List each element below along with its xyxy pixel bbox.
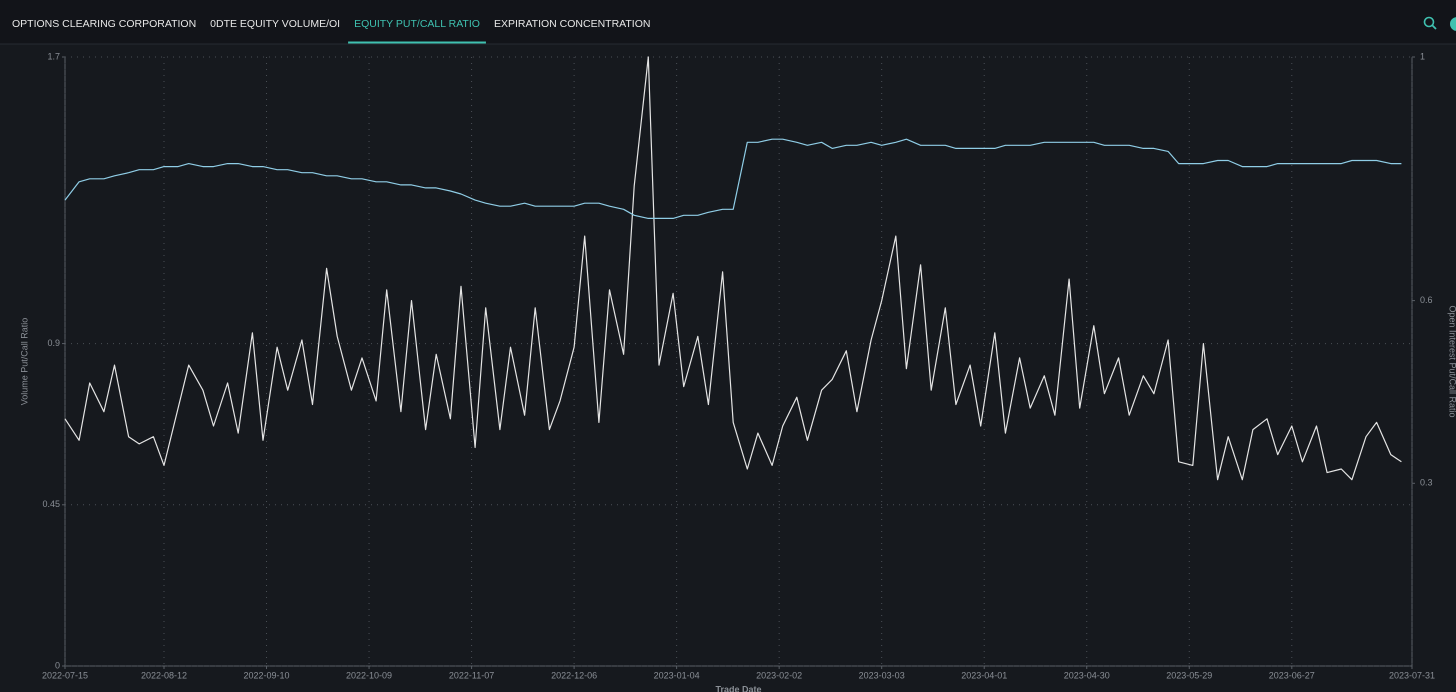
x-tick-label: 2023-03-03: [859, 670, 905, 680]
x-tick-label: 2023-07-31: [1389, 670, 1435, 680]
x-tick-label: 2022-08-12: [141, 670, 187, 680]
x-tick-label: 2022-12-06: [551, 670, 597, 680]
y-tick-label: 0.9: [47, 338, 60, 348]
nav-tab[interactable]: 0DTE EQUITY VOLUME/OI: [210, 18, 340, 30]
nav-tab[interactable]: OPTIONS CLEARING CORPORATION: [12, 18, 196, 30]
y2-tick-label: 1: [1420, 51, 1425, 61]
search-circle: [1423, 16, 1435, 28]
y-axis-label: Volume Put/Call Ratio: [19, 318, 29, 406]
y-tick-label: 0: [55, 660, 60, 670]
nav-tab[interactable]: EXPIRATION CONCENTRATION: [494, 18, 651, 30]
y2-tick-label: 0.6: [1420, 295, 1433, 305]
search-handle: [1431, 24, 1437, 30]
x-tick-label: 2023-04-01: [961, 670, 1007, 680]
avatar[interactable]: [1450, 17, 1456, 31]
x-tick-label: 2022-07-15: [42, 670, 88, 680]
x-tick-label: 2023-01-04: [654, 670, 700, 680]
x-tick-label: 2023-05-29: [1166, 670, 1212, 680]
x-tick-label: 2022-11-07: [449, 670, 494, 680]
x-tick-label: 2023-02-02: [756, 670, 802, 680]
nav-bar: [0, 0, 1456, 44]
y2-axis-label: Open Interest Put/Call Ratio: [1448, 305, 1456, 417]
x-tick-label: 2023-04-30: [1064, 670, 1110, 680]
series-line: [64, 56, 1402, 481]
x-tick-label: 2022-09-10: [243, 670, 289, 680]
y-tick-label: 1.7: [47, 51, 60, 61]
x-axis-label: Trade Date: [715, 684, 761, 692]
y-tick-label: 0.45: [42, 499, 60, 509]
nav-tab[interactable]: EQUITY PUT/CALL RATIO: [354, 18, 480, 30]
series-line: [64, 138, 1402, 219]
x-tick-label: 2023-06-27: [1269, 670, 1315, 680]
x-tick-label: 2022-10-09: [346, 670, 392, 680]
search-icon[interactable]: [1423, 16, 1437, 30]
y2-tick-label: 0.3: [1420, 478, 1433, 488]
